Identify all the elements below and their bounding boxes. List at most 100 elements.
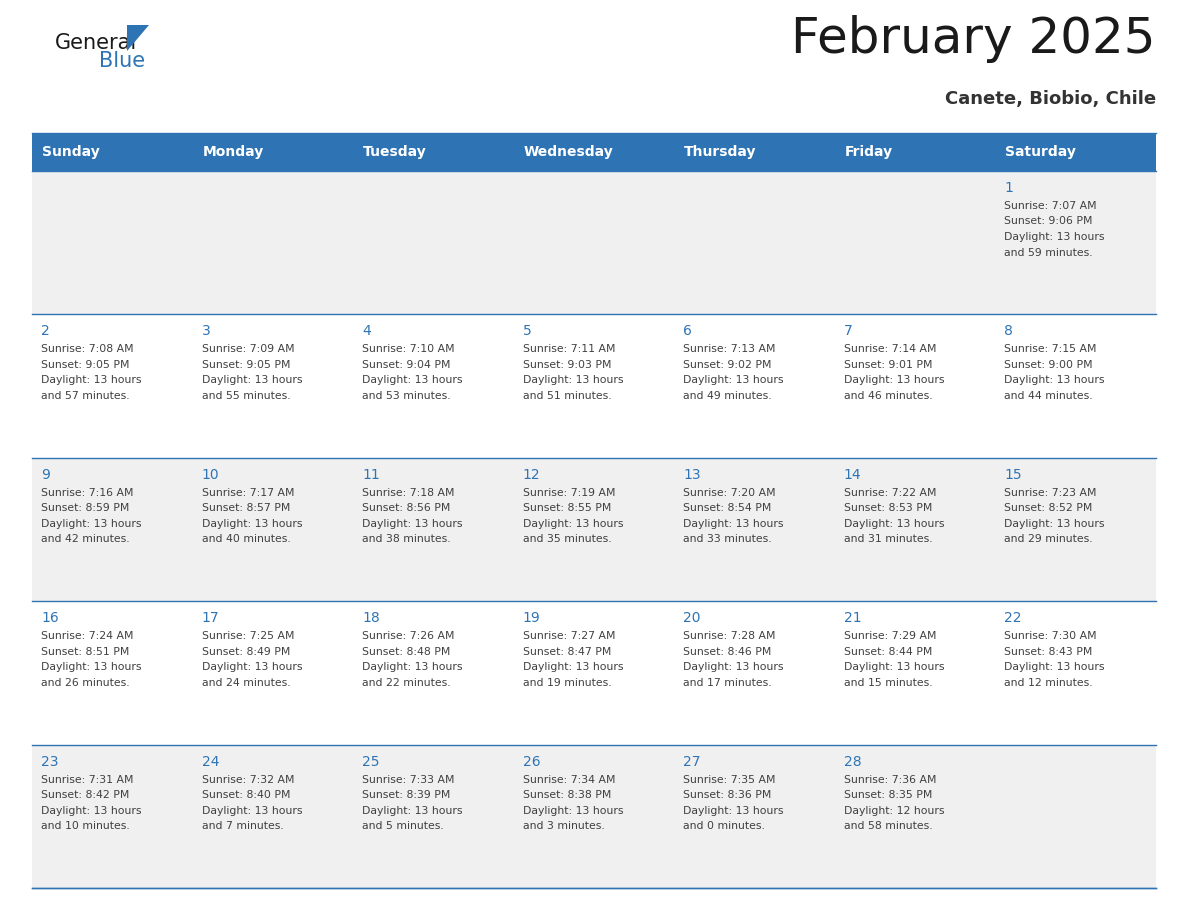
Text: Sunset: 8:38 PM: Sunset: 8:38 PM: [523, 790, 611, 800]
Text: 11: 11: [362, 468, 380, 482]
Text: Sunset: 9:05 PM: Sunset: 9:05 PM: [42, 360, 129, 370]
Text: General: General: [55, 33, 138, 53]
Text: Canete, Biobio, Chile: Canete, Biobio, Chile: [944, 90, 1156, 108]
Text: 12: 12: [523, 468, 541, 482]
Text: Sunset: 8:39 PM: Sunset: 8:39 PM: [362, 790, 450, 800]
Text: and 22 minutes.: and 22 minutes.: [362, 677, 450, 688]
Text: 16: 16: [42, 611, 58, 625]
Text: Sunset: 8:48 PM: Sunset: 8:48 PM: [362, 646, 450, 656]
Text: Sunrise: 7:35 AM: Sunrise: 7:35 AM: [683, 775, 776, 785]
Text: and 3 minutes.: and 3 minutes.: [523, 821, 605, 831]
Text: Daylight: 13 hours: Daylight: 13 hours: [202, 662, 302, 672]
Text: Daylight: 13 hours: Daylight: 13 hours: [683, 375, 784, 386]
Text: Sunset: 8:36 PM: Sunset: 8:36 PM: [683, 790, 772, 800]
Text: and 35 minutes.: and 35 minutes.: [523, 534, 612, 544]
Text: Sunset: 8:44 PM: Sunset: 8:44 PM: [843, 646, 933, 656]
Text: Daylight: 13 hours: Daylight: 13 hours: [843, 375, 944, 386]
Text: Sunrise: 7:13 AM: Sunrise: 7:13 AM: [683, 344, 776, 354]
Text: Daylight: 13 hours: Daylight: 13 hours: [683, 662, 784, 672]
Text: 25: 25: [362, 755, 380, 768]
Text: 4: 4: [362, 324, 371, 339]
Text: Daylight: 13 hours: Daylight: 13 hours: [362, 519, 462, 529]
Text: Daylight: 13 hours: Daylight: 13 hours: [1004, 232, 1105, 242]
Text: Daylight: 13 hours: Daylight: 13 hours: [202, 806, 302, 815]
Text: Sunrise: 7:15 AM: Sunrise: 7:15 AM: [1004, 344, 1097, 354]
Text: Sunset: 8:57 PM: Sunset: 8:57 PM: [202, 503, 290, 513]
Text: Daylight: 13 hours: Daylight: 13 hours: [683, 519, 784, 529]
Text: Sunset: 8:56 PM: Sunset: 8:56 PM: [362, 503, 450, 513]
Text: and 33 minutes.: and 33 minutes.: [683, 534, 772, 544]
Text: and 10 minutes.: and 10 minutes.: [42, 821, 129, 831]
Text: Sunset: 9:04 PM: Sunset: 9:04 PM: [362, 360, 450, 370]
Text: 14: 14: [843, 468, 861, 482]
Text: and 0 minutes.: and 0 minutes.: [683, 821, 765, 831]
Text: Sunset: 8:42 PM: Sunset: 8:42 PM: [42, 790, 129, 800]
Text: 18: 18: [362, 611, 380, 625]
Text: Sunrise: 7:34 AM: Sunrise: 7:34 AM: [523, 775, 615, 785]
Text: and 15 minutes.: and 15 minutes.: [843, 677, 933, 688]
Text: Sunset: 9:03 PM: Sunset: 9:03 PM: [523, 360, 611, 370]
Text: Sunrise: 7:30 AM: Sunrise: 7:30 AM: [1004, 632, 1097, 641]
Text: Daylight: 13 hours: Daylight: 13 hours: [42, 519, 141, 529]
Text: 7: 7: [843, 324, 853, 339]
Text: Sunrise: 7:09 AM: Sunrise: 7:09 AM: [202, 344, 295, 354]
Text: 6: 6: [683, 324, 693, 339]
Text: 13: 13: [683, 468, 701, 482]
Text: 22: 22: [1004, 611, 1022, 625]
Text: Daylight: 12 hours: Daylight: 12 hours: [843, 806, 944, 815]
Text: Sunset: 8:54 PM: Sunset: 8:54 PM: [683, 503, 772, 513]
Text: Sunrise: 7:17 AM: Sunrise: 7:17 AM: [202, 487, 295, 498]
Text: Daylight: 13 hours: Daylight: 13 hours: [843, 519, 944, 529]
Text: 5: 5: [523, 324, 531, 339]
Text: 9: 9: [42, 468, 50, 482]
Text: Sunset: 9:00 PM: Sunset: 9:00 PM: [1004, 360, 1093, 370]
Text: 19: 19: [523, 611, 541, 625]
Text: 1: 1: [1004, 181, 1013, 195]
Text: Sunrise: 7:24 AM: Sunrise: 7:24 AM: [42, 632, 133, 641]
Text: and 5 minutes.: and 5 minutes.: [362, 821, 444, 831]
Text: Sunrise: 7:08 AM: Sunrise: 7:08 AM: [42, 344, 133, 354]
Text: Sunrise: 7:22 AM: Sunrise: 7:22 AM: [843, 487, 936, 498]
Text: 17: 17: [202, 611, 220, 625]
Text: 10: 10: [202, 468, 220, 482]
Text: Sunset: 9:02 PM: Sunset: 9:02 PM: [683, 360, 772, 370]
Text: February 2025: February 2025: [791, 15, 1156, 63]
Text: and 17 minutes.: and 17 minutes.: [683, 677, 772, 688]
Text: 15: 15: [1004, 468, 1022, 482]
Text: Sunset: 8:40 PM: Sunset: 8:40 PM: [202, 790, 290, 800]
Text: Sunrise: 7:10 AM: Sunrise: 7:10 AM: [362, 344, 455, 354]
Text: and 38 minutes.: and 38 minutes.: [362, 534, 450, 544]
Text: and 26 minutes.: and 26 minutes.: [42, 677, 129, 688]
Text: Daylight: 13 hours: Daylight: 13 hours: [42, 662, 141, 672]
Text: Sunrise: 7:36 AM: Sunrise: 7:36 AM: [843, 775, 936, 785]
Text: Sunday: Sunday: [42, 145, 100, 159]
Text: Daylight: 13 hours: Daylight: 13 hours: [523, 519, 624, 529]
Text: and 40 minutes.: and 40 minutes.: [202, 534, 290, 544]
Text: Blue: Blue: [99, 51, 145, 71]
Text: Daylight: 13 hours: Daylight: 13 hours: [362, 806, 462, 815]
Text: Daylight: 13 hours: Daylight: 13 hours: [42, 806, 141, 815]
Bar: [32, 458, 1156, 601]
Text: and 51 minutes.: and 51 minutes.: [523, 391, 612, 401]
Text: Tuesday: Tuesday: [364, 145, 426, 159]
Text: Sunrise: 7:25 AM: Sunrise: 7:25 AM: [202, 632, 295, 641]
Text: Sunrise: 7:26 AM: Sunrise: 7:26 AM: [362, 632, 455, 641]
Polygon shape: [127, 25, 148, 51]
Text: and 29 minutes.: and 29 minutes.: [1004, 534, 1093, 544]
Text: Daylight: 13 hours: Daylight: 13 hours: [202, 375, 302, 386]
Text: Saturday: Saturday: [1005, 145, 1076, 159]
Text: Sunrise: 7:31 AM: Sunrise: 7:31 AM: [42, 775, 133, 785]
Text: and 49 minutes.: and 49 minutes.: [683, 391, 772, 401]
Text: and 44 minutes.: and 44 minutes.: [1004, 391, 1093, 401]
Text: Thursday: Thursday: [684, 145, 757, 159]
Text: Sunset: 8:55 PM: Sunset: 8:55 PM: [523, 503, 611, 513]
Text: Sunset: 9:01 PM: Sunset: 9:01 PM: [843, 360, 933, 370]
Text: and 42 minutes.: and 42 minutes.: [42, 534, 129, 544]
Text: Sunset: 8:46 PM: Sunset: 8:46 PM: [683, 646, 772, 656]
Text: Daylight: 13 hours: Daylight: 13 hours: [523, 375, 624, 386]
Text: Daylight: 13 hours: Daylight: 13 hours: [362, 375, 462, 386]
Text: 3: 3: [202, 324, 210, 339]
Bar: [32, 744, 1156, 888]
Bar: [32, 314, 1156, 458]
Text: and 55 minutes.: and 55 minutes.: [202, 391, 290, 401]
